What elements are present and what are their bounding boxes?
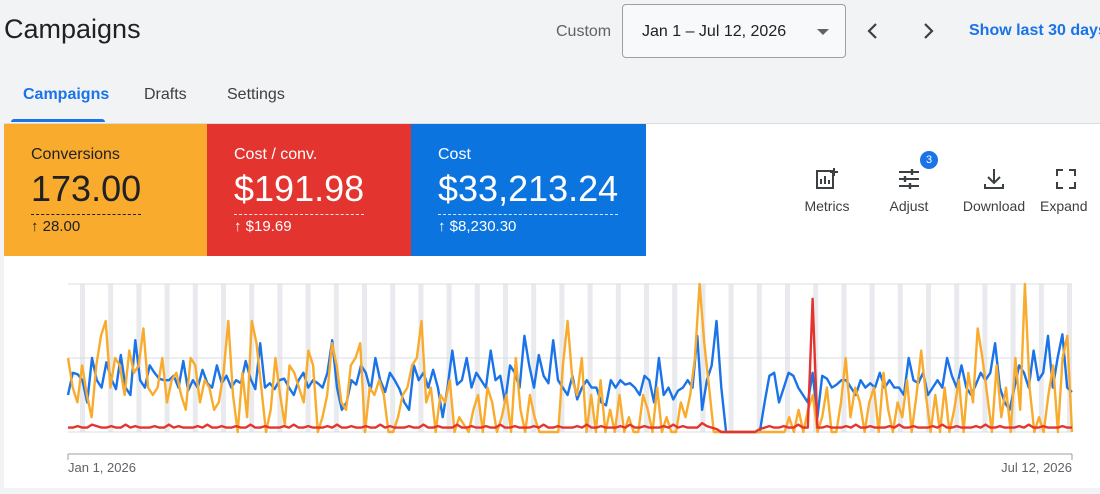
scorecard-delta: ↑ 28.00 (31, 218, 81, 235)
chart-series (66, 282, 1074, 434)
series-line-2 (68, 297, 1072, 434)
tab-settings[interactable]: Settings (227, 86, 285, 103)
fullscreen-icon (1056, 169, 1076, 189)
chevron-left-icon (867, 23, 877, 39)
adjust-button[interactable]: Adjust (869, 166, 949, 214)
page-title: Campaigns (4, 14, 141, 44)
scorecard-conversions[interactable]: Conversions 173.00 ↑ 28.00 (4, 124, 207, 256)
active-tab-indicator (11, 119, 105, 122)
x-axis-start-label: Jan 1, 2026 (68, 460, 136, 475)
adjust-count-badge: 3 (920, 151, 938, 169)
expand-button[interactable]: Expand (1040, 166, 1100, 214)
scorecard-cost-per-conv[interactable]: Cost / conv. $191.98 ↑ $19.69 (207, 124, 411, 256)
x-axis-end-label: Jul 12, 2026 (1001, 460, 1072, 475)
date-range-value: Jan 1 – Jul 12, 2026 (642, 23, 787, 40)
metrics-button[interactable]: Metrics (787, 166, 867, 214)
scorecard-delta: ↑ $19.69 (234, 218, 292, 235)
performance-panel: Conversions 173.00 ↑ 28.00 Cost / conv. … (4, 123, 1100, 488)
date-range-type-label: Custom (556, 23, 612, 40)
tune-icon (899, 169, 919, 189)
scorecard-cost[interactable]: Cost $33,213.24 ↑ $8,230.30 (411, 124, 646, 256)
tab-campaigns[interactable]: Campaigns (23, 86, 110, 103)
tab-drafts[interactable]: Drafts (144, 86, 187, 103)
scorecard-delta: ↑ $8,230.30 (438, 218, 517, 235)
previous-period-button[interactable] (858, 16, 888, 46)
scorecard-label: Conversions (31, 146, 120, 163)
scorecard-label: Cost / conv. (234, 146, 318, 163)
show-last-30-days-link[interactable]: Show last 30 days (969, 22, 1100, 39)
scorecard-value: $191.98 (234, 168, 365, 215)
download-label: Download (962, 198, 1026, 214)
scorecard-value: 173.00 (31, 168, 142, 215)
chevron-right-icon (924, 23, 934, 39)
scorecard-value: $33,213.24 (438, 168, 619, 215)
performance-chart: Jan 1, 2026 Jul 12, 2026 (66, 282, 1074, 475)
date-range-selector[interactable]: Jan 1 – Jul 12, 2026 (622, 4, 846, 58)
download-button[interactable]: Download (954, 166, 1034, 214)
dropdown-caret-icon (817, 29, 829, 35)
adjust-label: Adjust (889, 198, 929, 214)
expand-label: Expand (1040, 198, 1088, 214)
add-chart-icon (816, 168, 838, 189)
metrics-label: Metrics (804, 198, 850, 214)
series-line-1 (66, 282, 1074, 434)
scorecard-label: Cost (438, 146, 471, 163)
next-period-button[interactable] (913, 16, 943, 46)
download-icon (984, 169, 1004, 189)
tab-bar: Campaigns Drafts Settings (0, 84, 1100, 124)
